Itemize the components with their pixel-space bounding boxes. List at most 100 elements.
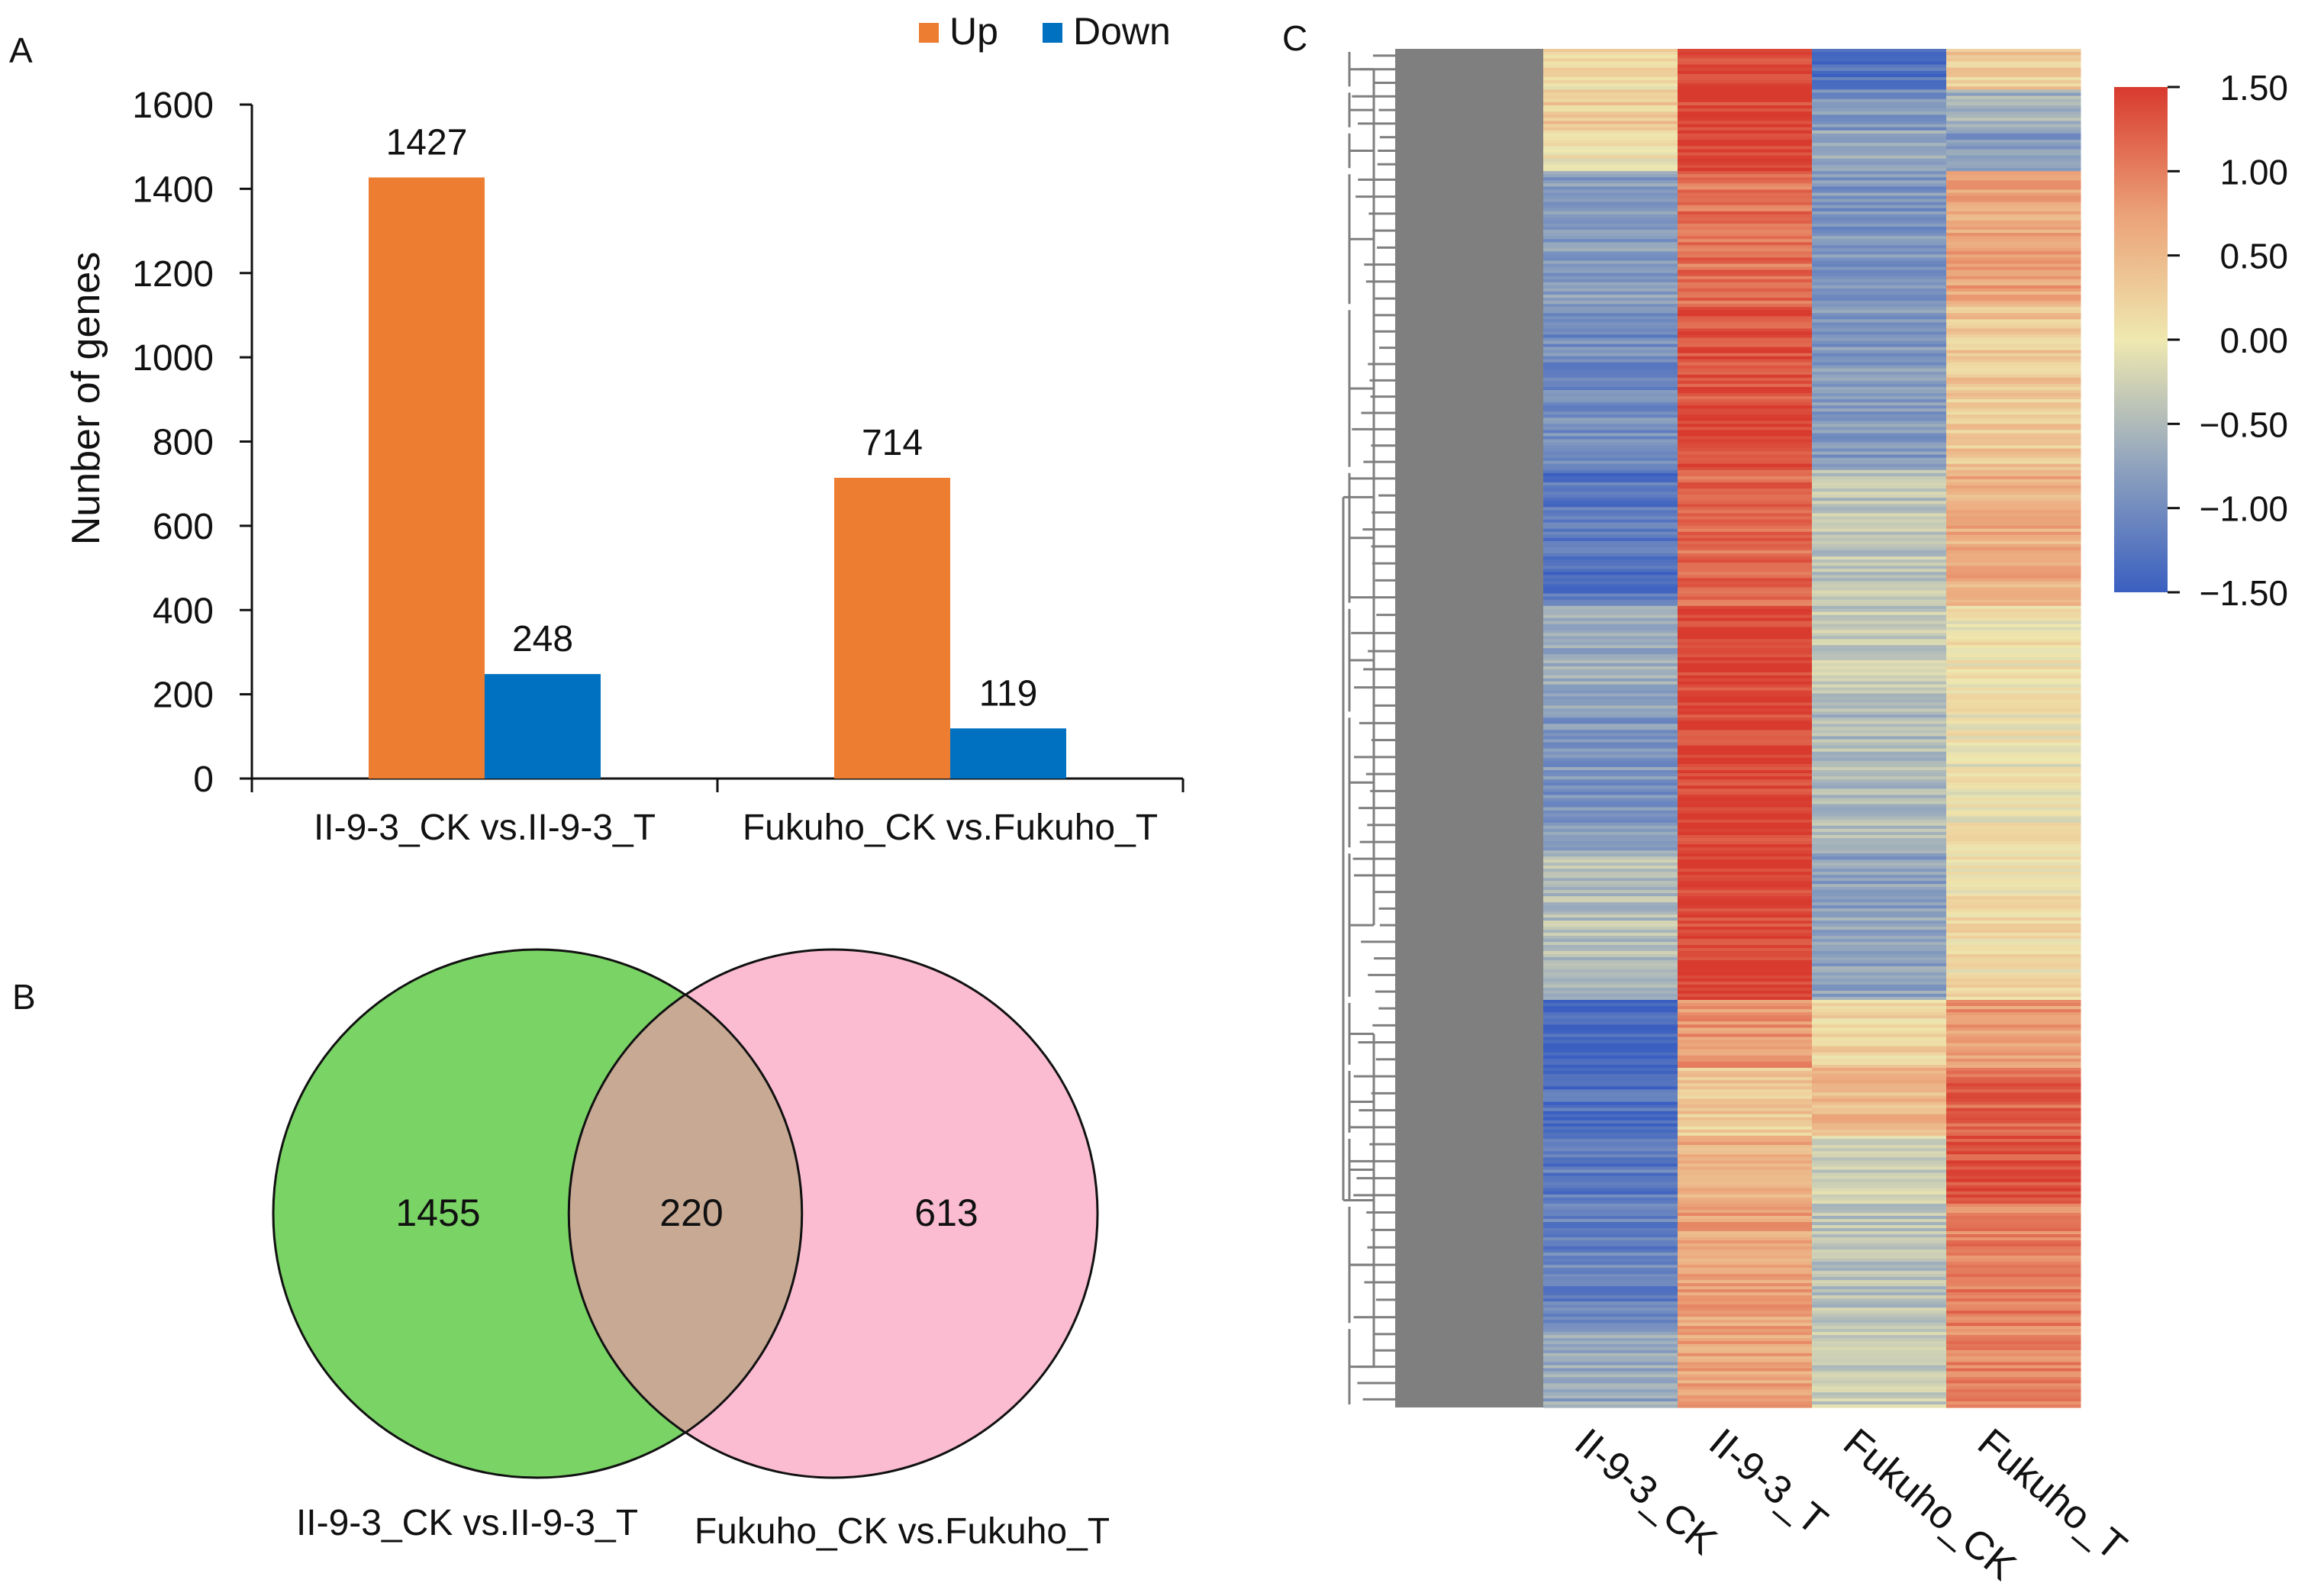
heatmap-cell bbox=[1678, 374, 1813, 379]
heatmap-cell bbox=[1812, 133, 1947, 137]
heatmap-cell bbox=[1678, 587, 1813, 592]
heatmap-cell bbox=[1678, 807, 1813, 811]
heatmap-cell bbox=[1812, 960, 1947, 964]
heatmap-cell bbox=[1678, 921, 1813, 924]
heatmap-cell bbox=[1812, 850, 1947, 854]
heatmap-cell bbox=[1812, 1074, 1947, 1078]
heatmap-cell bbox=[1946, 881, 2081, 885]
heatmap-cell bbox=[1678, 960, 1813, 964]
heatmap-cell bbox=[1543, 504, 1678, 508]
heatmap-cell bbox=[1543, 328, 1678, 333]
heatmap-cell bbox=[1678, 52, 1813, 56]
heatmap-cell bbox=[1543, 754, 1678, 759]
heatmap-cell bbox=[1543, 1340, 1678, 1345]
heatmap-cell bbox=[1678, 418, 1813, 421]
heatmap-cell bbox=[1543, 73, 1678, 78]
heatmap-cell bbox=[1812, 1240, 1947, 1244]
heatmap-cell bbox=[1543, 1030, 1678, 1035]
heatmap-cell bbox=[1812, 49, 1947, 53]
heatmap-cell bbox=[1812, 1043, 1947, 1047]
heatmap-cell bbox=[1946, 690, 2081, 695]
heatmap-cell bbox=[1812, 596, 1947, 601]
heatmap-cell bbox=[1678, 1154, 1813, 1158]
heatmap-cell bbox=[1543, 1213, 1678, 1217]
heatmap-cell bbox=[1812, 217, 1947, 221]
heatmap-cell bbox=[1946, 466, 2081, 471]
heatmap-cell bbox=[1678, 189, 1813, 194]
heatmap-cell bbox=[1812, 1346, 1947, 1351]
heatmap-cell bbox=[1678, 547, 1813, 551]
heatmap-cell bbox=[1678, 1021, 1813, 1025]
heatmap-cell bbox=[1543, 168, 1678, 172]
heatmap-cell bbox=[1678, 636, 1813, 640]
heatmap-cell bbox=[1678, 911, 1813, 915]
heatmap-cell bbox=[1678, 1338, 1813, 1342]
heatmap-cell bbox=[1678, 164, 1813, 169]
heatmap-cell bbox=[1678, 1323, 1813, 1327]
heatmap-cell bbox=[1812, 1280, 1947, 1284]
heatmap-cell bbox=[1946, 1012, 2081, 1016]
heatmap-cell bbox=[1812, 164, 1947, 169]
heatmap-cell bbox=[1543, 1323, 1678, 1327]
heatmap-cell bbox=[1678, 572, 1813, 576]
heatmap-cell bbox=[1543, 67, 1678, 72]
heatmap-cell bbox=[1543, 1343, 1678, 1348]
heatmap-cell bbox=[1812, 1160, 1947, 1165]
heatmap-cell bbox=[1543, 896, 1678, 900]
heatmap-cell bbox=[1946, 513, 2081, 517]
heatmap-cell bbox=[1678, 92, 1813, 97]
heatmap-cell bbox=[1812, 1286, 1947, 1290]
heatmap-cell bbox=[1946, 1349, 2081, 1354]
heatmap-cell bbox=[1678, 847, 1813, 851]
heatmap-cell bbox=[1543, 1311, 1678, 1314]
heatmap-cell bbox=[1946, 427, 2081, 431]
heatmap-cell bbox=[1946, 405, 2081, 409]
heatmap-cell bbox=[1543, 1246, 1678, 1250]
heatmap-column-label: II-9-3_CK bbox=[1566, 1420, 1725, 1564]
heatmap-cell bbox=[1946, 1243, 2081, 1247]
heatmap-cell bbox=[1678, 985, 1813, 988]
heatmap-cell bbox=[1946, 1033, 2081, 1038]
heatmap-cell bbox=[1678, 86, 1813, 90]
heatmap-cell bbox=[1543, 1043, 1678, 1047]
heatmap-cell bbox=[1678, 1111, 1813, 1115]
heatmap-cell bbox=[1543, 55, 1678, 59]
heatmap-cell bbox=[1678, 617, 1813, 622]
heatmap-cell bbox=[1812, 121, 1947, 125]
heatmap-cell bbox=[1678, 454, 1813, 459]
heatmap-cell bbox=[1678, 1003, 1813, 1007]
heatmap-cell bbox=[1946, 316, 2081, 320]
heatmap-cell bbox=[1678, 340, 1813, 345]
heatmap-cell bbox=[1946, 501, 2081, 505]
heatmap-cell bbox=[1543, 531, 1678, 536]
heatmap-cell bbox=[1678, 239, 1813, 243]
heatmap-cell bbox=[1812, 991, 1947, 995]
color-scale-ticks: 1.501.000.500.00−0.50−1.00−1.50 bbox=[2168, 68, 2288, 613]
heatmap-cell bbox=[1946, 624, 2081, 628]
heatmap-cell bbox=[1678, 343, 1813, 348]
heatmap-cell bbox=[1946, 1163, 2081, 1168]
heatmap-cell bbox=[1812, 684, 1947, 688]
heatmap-cell bbox=[1678, 337, 1813, 342]
heatmap-cell bbox=[1678, 1340, 1813, 1345]
heatmap-cell bbox=[1678, 917, 1813, 921]
heatmap-cell bbox=[1946, 966, 2081, 970]
heatmap-cell bbox=[1812, 1392, 1947, 1396]
heatmap-cell bbox=[1543, 211, 1678, 215]
heatmap-cell bbox=[1946, 948, 2081, 952]
heatmap-cell bbox=[1946, 472, 2081, 477]
heatmap-cell bbox=[1812, 313, 1947, 317]
heatmap-cell bbox=[1946, 1392, 2081, 1396]
heatmap-cell bbox=[1543, 127, 1678, 131]
heatmap-cell bbox=[1678, 174, 1813, 178]
heatmap-cell bbox=[1678, 991, 1813, 995]
heatmap-cell bbox=[1946, 1295, 2081, 1299]
heatmap-cell bbox=[1946, 902, 2081, 906]
heatmap-cell bbox=[1946, 687, 2081, 692]
heatmap-cell bbox=[1946, 86, 2081, 90]
heatmap-cell bbox=[1678, 528, 1813, 533]
heatmap-cell bbox=[1946, 52, 2081, 56]
heatmap-cell bbox=[1812, 393, 1947, 397]
heatmap-cell bbox=[1543, 1101, 1678, 1106]
heatmap-cell bbox=[1946, 208, 2081, 212]
